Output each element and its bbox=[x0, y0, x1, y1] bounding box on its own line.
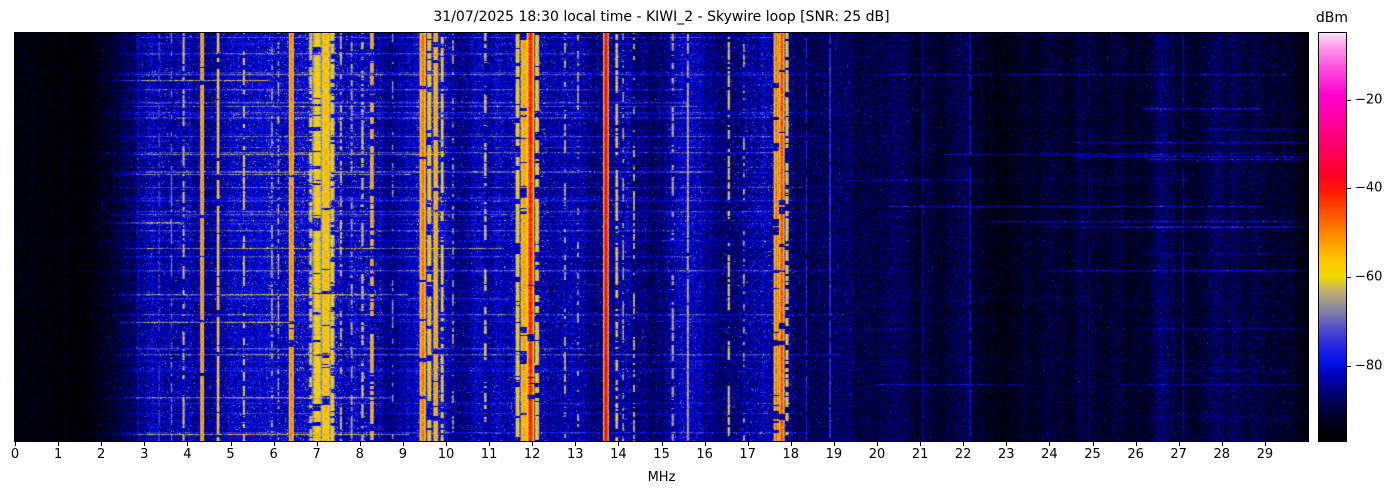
colorbar-tick-mark bbox=[1347, 276, 1351, 278]
x-tick-label: 22 bbox=[954, 447, 972, 462]
spectrogram-plot bbox=[14, 32, 1309, 442]
x-tick-mark bbox=[877, 442, 878, 446]
chart-title: 31/07/2025 18:30 local time - KIWI_2 - S… bbox=[433, 9, 890, 25]
x-tick-mark bbox=[532, 442, 534, 446]
x-tick-label: 24 bbox=[1041, 447, 1058, 462]
x-tick-label: 1 bbox=[53, 447, 63, 462]
x-tick-label: 2 bbox=[97, 447, 106, 462]
x-tick-mark bbox=[187, 442, 189, 446]
x-tick-label: 25 bbox=[1084, 447, 1101, 462]
x-tick-mark bbox=[402, 442, 404, 446]
x-tick-label: 26 bbox=[1127, 447, 1144, 462]
x-tick-label: 7 bbox=[312, 447, 321, 462]
x-tick-label: 27 bbox=[1170, 447, 1187, 462]
x-tick-mark bbox=[489, 442, 491, 446]
colorbar-tick-mark bbox=[1347, 99, 1351, 101]
x-tick-mark bbox=[747, 442, 749, 446]
x-tick-label: 23 bbox=[998, 447, 1015, 462]
x-tick-label: 16 bbox=[696, 447, 713, 462]
x-tick-mark bbox=[618, 442, 620, 446]
colorbar-tick-label: −20 bbox=[1355, 92, 1383, 108]
x-tick-label: 0 bbox=[10, 447, 20, 462]
x-tick-mark bbox=[1135, 442, 1137, 446]
x-tick-mark bbox=[1178, 442, 1180, 446]
x-tick-mark bbox=[144, 442, 146, 446]
x-tick-label: 6 bbox=[269, 447, 278, 462]
x-tick-mark bbox=[963, 442, 965, 446]
x-tick-mark bbox=[15, 442, 16, 446]
x-tick-label: 9 bbox=[398, 447, 408, 462]
x-tick-mark bbox=[101, 442, 103, 446]
x-tick-mark bbox=[1221, 442, 1223, 446]
x-tick-mark bbox=[833, 442, 835, 446]
spectrogram-canvas bbox=[15, 33, 1308, 441]
x-tick-label: 28 bbox=[1213, 447, 1231, 462]
x-tick-label: 10 bbox=[437, 447, 455, 462]
colorbar-tick-mark bbox=[1347, 365, 1351, 367]
colorbar-tick-label: −80 bbox=[1355, 358, 1383, 374]
x-tick-mark bbox=[1264, 442, 1266, 446]
x-tick-label: 19 bbox=[825, 447, 843, 462]
x-tick-label: 3 bbox=[140, 447, 149, 462]
colorbar bbox=[1318, 32, 1347, 442]
x-tick-label: 8 bbox=[355, 447, 364, 462]
x-tick-mark bbox=[1092, 442, 1094, 446]
x-tick-label: 12 bbox=[523, 447, 541, 462]
x-tick-label: 11 bbox=[480, 447, 498, 462]
x-tick-mark bbox=[446, 442, 447, 446]
x-tick-label: 17 bbox=[739, 447, 756, 462]
x-tick-mark bbox=[704, 442, 706, 446]
x-tick-mark bbox=[920, 442, 922, 446]
x-axis-label: MHz bbox=[647, 470, 676, 485]
x-tick-label: 5 bbox=[226, 447, 235, 462]
x-tick-mark bbox=[273, 442, 275, 446]
x-tick-label: 21 bbox=[911, 447, 929, 462]
x-tick-label: 13 bbox=[567, 447, 584, 462]
x-tick-label: 4 bbox=[183, 447, 192, 462]
colorbar-label: dBm bbox=[1315, 10, 1349, 26]
x-tick-label: 29 bbox=[1256, 447, 1274, 462]
x-tick-label: 20 bbox=[868, 447, 886, 462]
x-tick-label: 14 bbox=[610, 447, 627, 462]
x-tick-mark bbox=[661, 442, 663, 446]
x-tick-mark bbox=[790, 442, 792, 446]
x-tick-mark bbox=[230, 442, 232, 446]
x-tick-mark bbox=[359, 442, 361, 446]
colorbar-tick-label: −40 bbox=[1355, 180, 1383, 196]
x-tick-mark bbox=[58, 442, 60, 446]
colorbar-tick-label: −60 bbox=[1355, 269, 1383, 285]
x-tick-label: 15 bbox=[653, 447, 670, 462]
colorbar-tick-mark bbox=[1347, 188, 1351, 190]
colorbar-canvas bbox=[1319, 33, 1346, 441]
x-tick-label: 18 bbox=[782, 447, 800, 462]
x-tick-mark bbox=[575, 442, 577, 446]
x-tick-mark bbox=[1006, 442, 1008, 446]
x-tick-mark bbox=[316, 442, 318, 446]
x-tick-mark bbox=[1049, 442, 1051, 446]
